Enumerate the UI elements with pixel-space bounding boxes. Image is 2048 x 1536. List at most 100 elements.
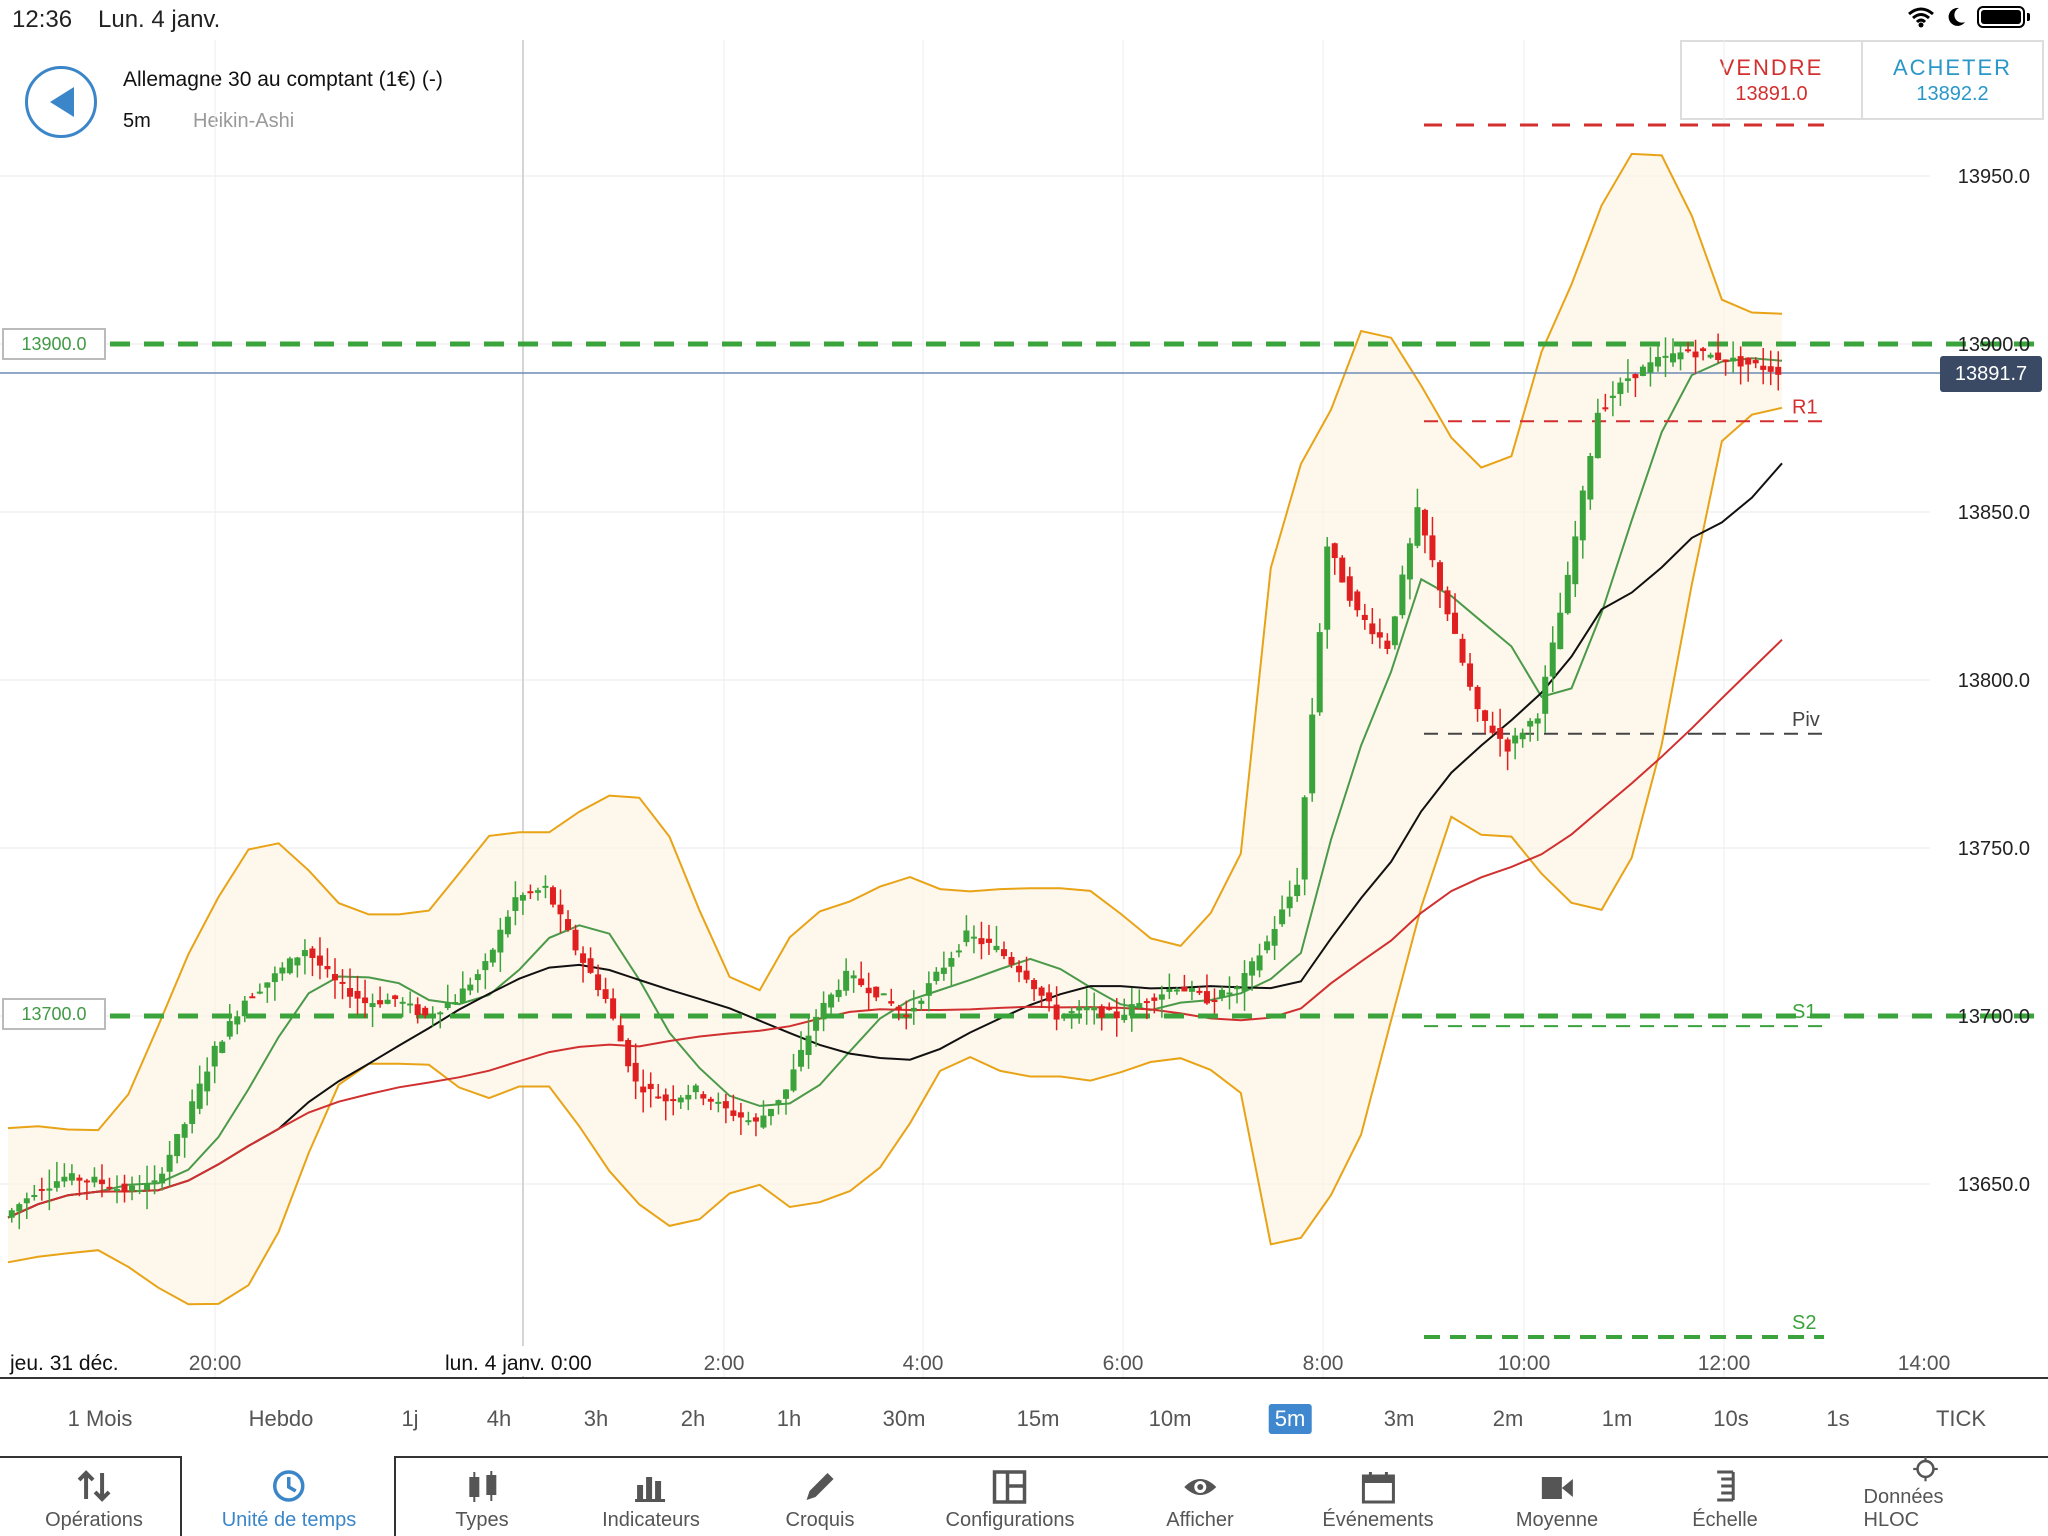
timeframe-option-4h[interactable]: 4h: [486, 1406, 512, 1431]
candle-body: [730, 1110, 737, 1116]
candle-body: [46, 1188, 53, 1191]
y-tick-label: 13650.0: [1958, 1174, 2030, 1196]
sell-button[interactable]: VENDRE 13891.0: [1682, 42, 1861, 118]
toolbar-calendar-button[interactable]: Événements: [1322, 1456, 1434, 1536]
timeframe-option-3h[interactable]: 3h: [583, 1406, 609, 1431]
candle-body: [1722, 359, 1729, 363]
timeframe-option-1h[interactable]: 1h: [776, 1406, 802, 1431]
candle-body: [264, 982, 271, 988]
candle-body: [888, 1001, 895, 1004]
candle-body: [632, 1062, 639, 1082]
candle-body: [1730, 357, 1737, 362]
candle-body: [271, 973, 278, 983]
candle-body: [16, 1204, 23, 1212]
timeframe-option-2h[interactable]: 2h: [680, 1406, 706, 1431]
timeframe-bar: 1 Mois Hebdo 1j 4h 3h 2h 1h 30m 15m 10m 5m 3m 2m 1m 10…: [0, 1388, 2048, 1448]
timeframe-option-10s[interactable]: 10s: [1713, 1406, 1749, 1431]
candle-body: [1158, 994, 1165, 1000]
candle-body: [1564, 574, 1571, 614]
timeframe-option-1-mois[interactable]: 1 Mois: [67, 1406, 133, 1431]
toolbar-eye-button[interactable]: Afficher: [1166, 1456, 1234, 1536]
timeframe-option-1j[interactable]: 1j: [401, 1406, 419, 1431]
toolbar-crosshair-button[interactable]: Données HLOC: [1864, 1456, 1987, 1536]
candle-body: [339, 981, 346, 984]
timeframe-option-5m[interactable]: 5m: [1268, 1404, 1312, 1434]
candle-body: [347, 988, 354, 997]
candle-body: [1316, 632, 1323, 713]
candle-body: [1519, 733, 1526, 740]
toolbar-layout-button[interactable]: Configurations: [946, 1456, 1074, 1536]
calendar-icon: [1361, 1472, 1395, 1504]
candle-body: [1038, 987, 1045, 996]
candle-body: [249, 996, 256, 999]
candle-body: [8, 1210, 15, 1218]
toolbar-candles-button[interactable]: Types: [455, 1456, 509, 1536]
candle-body: [715, 1101, 722, 1104]
chart-grid: [0, 40, 2048, 1379]
ma-slow-line: [7, 638, 1783, 1219]
candle-body: [504, 916, 511, 935]
candle-body: [662, 1094, 669, 1102]
timeframe-option-3m[interactable]: 3m: [1383, 1406, 1415, 1431]
level-label-high[interactable]: 13900.0: [2, 328, 106, 360]
candle-body: [121, 1183, 128, 1193]
candle-body: [1241, 973, 1248, 992]
toolbar-label: Afficher: [1166, 1509, 1234, 1531]
toolbar-arrows-updown-button[interactable]: Opérations: [45, 1456, 143, 1536]
pivot-label-piv: Piv: [1792, 709, 1820, 731]
candle-body: [640, 1086, 647, 1093]
back-button[interactable]: [25, 66, 97, 138]
toolbar-pencil-button[interactable]: Croquis: [786, 1456, 854, 1536]
toolbar-bars-button[interactable]: Indicateurs: [602, 1456, 700, 1536]
buy-button[interactable]: ACHETER 13892.2: [1861, 42, 2042, 118]
candle-body: [1128, 1004, 1135, 1016]
candle-body: [1399, 574, 1406, 616]
timeframe-option-15m[interactable]: 15m: [1016, 1406, 1060, 1431]
timeframe-option-10m[interactable]: 10m: [1148, 1406, 1192, 1431]
candle-body: [707, 1098, 714, 1102]
candle-body: [519, 895, 526, 901]
timeframe-option-tick[interactable]: TICK: [1935, 1406, 1987, 1431]
candle-body: [429, 1014, 436, 1017]
candle-body: [1354, 591, 1361, 611]
candle-body: [459, 988, 466, 1003]
x-tick-label: 2:00: [704, 1352, 745, 1375]
candle-body: [377, 1000, 384, 1005]
candle-body: [970, 936, 977, 939]
level-label-low[interactable]: 13700.0: [2, 998, 106, 1030]
status-time: 12:36: [12, 6, 73, 33]
candle-body: [1211, 1000, 1218, 1003]
timeframe-option-1s[interactable]: 1s: [1826, 1406, 1850, 1431]
candle-body: [1218, 989, 1225, 998]
candle-body: [1113, 1011, 1120, 1019]
candle-body: [940, 967, 947, 974]
candle-body: [677, 1097, 684, 1103]
arrows-updown-icon: [77, 1470, 111, 1502]
candle-body: [1023, 970, 1030, 980]
candle-body: [83, 1180, 90, 1183]
candle-body: [489, 949, 496, 963]
candles-icon: [468, 1471, 496, 1502]
back-arrow-icon: [50, 87, 74, 117]
candle-body: [1647, 362, 1654, 373]
candle-body: [1076, 1007, 1083, 1011]
candle-body: [286, 958, 293, 974]
candle-body: [933, 971, 940, 982]
timeframe-option-2m[interactable]: 2m: [1492, 1406, 1524, 1431]
candle-body: [1685, 349, 1692, 352]
timeframe-option-30m[interactable]: 30m: [882, 1406, 926, 1431]
toolbar-clock-button[interactable]: Unité de temps: [222, 1456, 356, 1536]
y-axis: 13950.0 13900.0 13850.0 13800.0 13750.0 13700…: [1958, 166, 2030, 1196]
toolbar-scale-button[interactable]: Échelle: [1692, 1456, 1758, 1536]
candle-body: [1000, 949, 1007, 957]
x-tick-label: 10:00: [1498, 1352, 1551, 1375]
sell-price: 13891.0: [1735, 82, 1808, 105]
toolbar-camera-button[interactable]: Moyenne: [1516, 1456, 1598, 1536]
timeframe-option-hebdo[interactable]: Hebdo: [248, 1406, 314, 1431]
candle-body: [1061, 1014, 1068, 1019]
candle-body: [1173, 989, 1180, 992]
timeframe-option-1m[interactable]: 1m: [1601, 1406, 1633, 1431]
candle-body: [144, 1182, 151, 1190]
candle-body: [1294, 884, 1301, 897]
